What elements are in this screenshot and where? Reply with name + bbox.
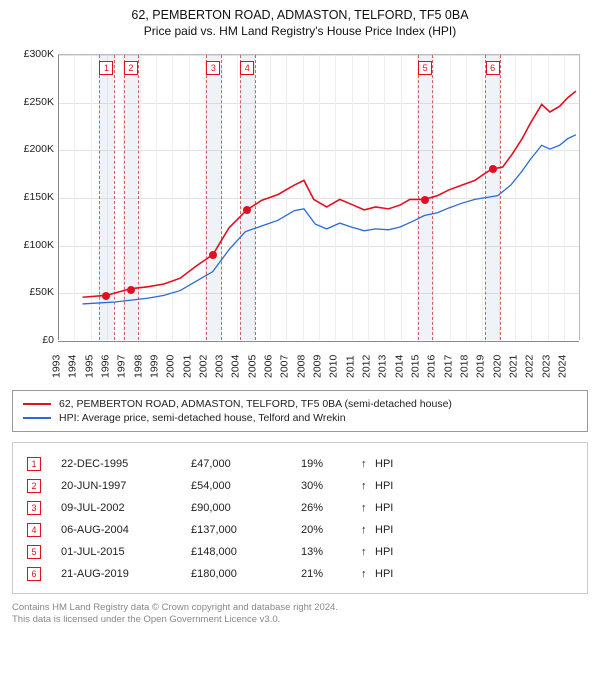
x-axis-label: 2010 <box>328 355 336 378</box>
event-cmp-label: HPI <box>375 546 393 558</box>
legend-label: HPI: Average price, semi-detached house,… <box>59 412 346 424</box>
x-axis-label: 1998 <box>132 355 140 378</box>
event-pct: 21% <box>301 568 361 580</box>
x-axis-label: 2012 <box>360 355 368 378</box>
arrow-up-icon: ↑ <box>361 458 375 470</box>
event-price: £148,000 <box>191 546 301 558</box>
event-pct: 13% <box>301 546 361 558</box>
y-gridline <box>58 341 579 342</box>
x-axis-label: 1997 <box>116 355 124 378</box>
event-pct: 20% <box>301 524 361 536</box>
x-axis-label: 2016 <box>426 355 434 378</box>
chart-subtitle: Price paid vs. HM Land Registry's House … <box>12 24 588 38</box>
arrow-up-icon: ↑ <box>361 524 375 536</box>
x-axis-label: 2022 <box>524 355 532 378</box>
legend-item: HPI: Average price, semi-detached house,… <box>23 411 577 425</box>
x-axis-label: 2023 <box>540 355 548 378</box>
event-price: £47,000 <box>191 458 301 470</box>
event-date: 06-AUG-2004 <box>61 524 191 536</box>
event-pct: 30% <box>301 480 361 492</box>
x-axis-label: 1994 <box>67 355 75 378</box>
x-axis-label: 2020 <box>491 355 499 378</box>
footer-line-2: This data is licensed under the Open Gov… <box>12 614 588 626</box>
event-flag-cell: 1 <box>27 457 41 471</box>
event-price: £137,000 <box>191 524 301 536</box>
x-axis-label: 2018 <box>458 355 466 378</box>
footer: Contains HM Land Registry data © Crown c… <box>12 602 588 626</box>
x-axis-label: 2007 <box>279 355 287 378</box>
legend-label: 62, PEMBERTON ROAD, ADMASTON, TELFORD, T… <box>59 398 452 410</box>
x-axis-label: 2011 <box>344 355 352 378</box>
event-date: 09-JUL-2002 <box>61 502 191 514</box>
x-axis-label: 1996 <box>99 355 107 378</box>
plot: 123456 <box>58 54 580 340</box>
x-axis-label: 2021 <box>507 355 515 378</box>
x-axis-label: 2002 <box>197 355 205 378</box>
x-axis-label: 1995 <box>83 355 91 378</box>
x-axis-label: 1999 <box>148 355 156 378</box>
event-date: 20-JUN-1997 <box>61 480 191 492</box>
x-axis-label: 2005 <box>246 355 254 378</box>
arrow-up-icon: ↑ <box>361 546 375 558</box>
footer-line-1: Contains HM Land Registry data © Crown c… <box>12 602 588 614</box>
x-axis-label: 2015 <box>409 355 417 378</box>
legend-item: 62, PEMBERTON ROAD, ADMASTON, TELFORD, T… <box>23 397 577 411</box>
event-cmp-label: HPI <box>375 524 393 536</box>
x-axis-label: 2000 <box>165 355 173 378</box>
y-axis-label: £150K <box>12 191 54 203</box>
series-hpi <box>82 135 575 304</box>
event-cmp-label: HPI <box>375 502 393 514</box>
x-axis-label: 2008 <box>295 355 303 378</box>
event-date: 21-AUG-2019 <box>61 568 191 580</box>
x-axis-label: 1993 <box>50 355 58 378</box>
event-cmp-label: HPI <box>375 480 393 492</box>
event-cmp-label: HPI <box>375 568 393 580</box>
events-table: 122-DEC-1995£47,00019%↑HPI220-JUN-1997£5… <box>12 442 588 594</box>
event-flag-cell: 6 <box>27 567 41 581</box>
y-axis-label: £250K <box>12 96 54 108</box>
event-price: £90,000 <box>191 502 301 514</box>
event-flag-cell: 3 <box>27 501 41 515</box>
x-axis-label: 2003 <box>213 355 221 378</box>
y-axis-label: £100K <box>12 239 54 251</box>
x-axis-label: 2004 <box>230 355 238 378</box>
arrow-up-icon: ↑ <box>361 502 375 514</box>
chart-title: 62, PEMBERTON ROAD, ADMASTON, TELFORD, T… <box>12 8 588 22</box>
arrow-up-icon: ↑ <box>361 568 375 580</box>
event-pct: 26% <box>301 502 361 514</box>
event-flag-cell: 4 <box>27 523 41 537</box>
event-row: 2 20-JUN-1997£54,00030%↑HPI <box>27 475 573 497</box>
event-row: 1 22-DEC-1995£47,00019%↑HPI <box>27 453 573 475</box>
event-price: £54,000 <box>191 480 301 492</box>
event-cmp-label: HPI <box>375 458 393 470</box>
x-axis-label: 2001 <box>181 355 189 378</box>
event-flag-cell: 2 <box>27 479 41 493</box>
legend-swatch <box>23 403 51 405</box>
event-date: 22-DEC-1995 <box>61 458 191 470</box>
y-axis-label: £50K <box>12 286 54 298</box>
y-axis-label: £0 <box>12 334 54 346</box>
x-axis-label: 2009 <box>311 355 319 378</box>
legend-swatch <box>23 417 51 419</box>
series-property <box>82 91 575 297</box>
event-pct: 19% <box>301 458 361 470</box>
chart-area: £0 £50K £100K £150K £200K £250K £300K 123456 1… <box>12 44 588 386</box>
arrow-up-icon: ↑ <box>361 480 375 492</box>
event-row: 5 01-JUL-2015£148,00013%↑HPI <box>27 541 573 563</box>
x-axis-label: 2019 <box>475 355 483 378</box>
event-row: 6 21-AUG-2019£180,00021%↑HPI <box>27 563 573 585</box>
event-row: 4 06-AUG-2004£137,00020%↑HPI <box>27 519 573 541</box>
x-axis-label: 2017 <box>442 355 450 378</box>
x-axis-label: 2013 <box>377 355 385 378</box>
event-flag-cell: 5 <box>27 545 41 559</box>
event-date: 01-JUL-2015 <box>61 546 191 558</box>
y-axis-label: £200K <box>12 143 54 155</box>
legend: 62, PEMBERTON ROAD, ADMASTON, TELFORD, T… <box>12 390 588 432</box>
y-axis-label: £300K <box>12 48 54 60</box>
x-axis-label: 2024 <box>556 355 564 378</box>
x-axis-label: 2014 <box>393 355 401 378</box>
event-price: £180,000 <box>191 568 301 580</box>
event-row: 3 09-JUL-2002£90,00026%↑HPI <box>27 497 573 519</box>
x-axis-label: 2006 <box>262 355 270 378</box>
